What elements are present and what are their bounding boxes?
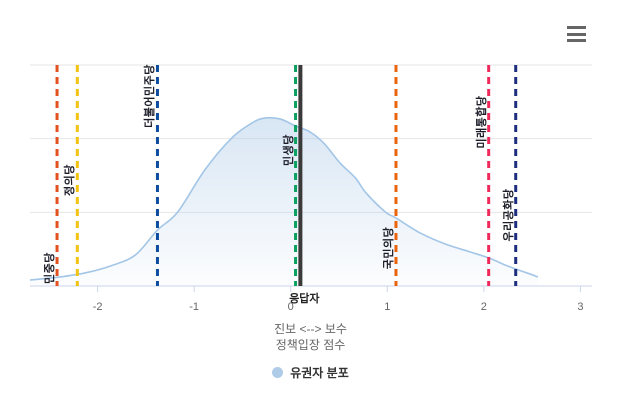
voter-distribution-area: [30, 117, 538, 286]
legend-marker-icon: [272, 367, 284, 378]
legend-item-voter-distribution[interactable]: 유권자 분포: [272, 364, 349, 381]
voter-distribution-curve: [29, 116, 539, 281]
legend-label: 유권자 분포: [290, 366, 349, 380]
chart-context-menu-button[interactable]: [560, 20, 592, 48]
hamburger-icon: [566, 26, 586, 42]
x-axis-title-line1: 진보 <--> 보수: [274, 322, 347, 336]
x-axis-title-line2: 정책입장 점수: [275, 338, 346, 352]
chart-legend: 유권자 분포: [0, 364, 621, 381]
